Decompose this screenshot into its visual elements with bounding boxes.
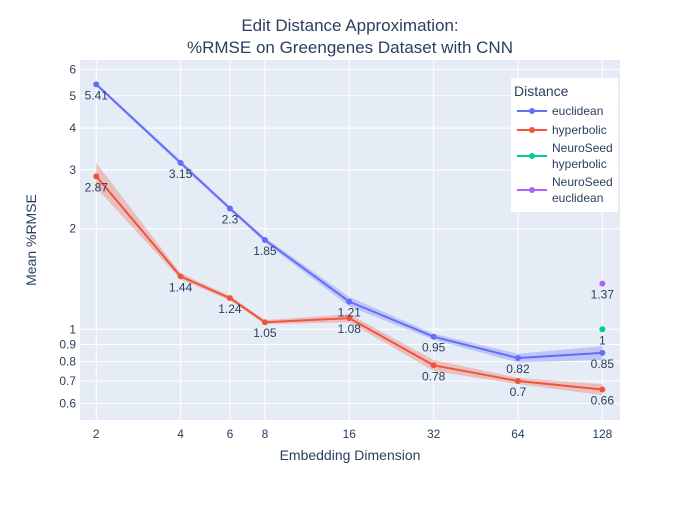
euclidean-data-label: 1.85 bbox=[253, 244, 277, 258]
hyperbolic-data-label: 0.7 bbox=[510, 385, 527, 399]
euclidean-data-label: 3.15 bbox=[169, 167, 193, 181]
legend-label-line1: NeuroSeed bbox=[552, 141, 613, 155]
euclidean-data-label: 2.3 bbox=[222, 212, 239, 226]
legend-swatch-marker bbox=[529, 153, 535, 159]
euclidean-data-label: 0.95 bbox=[422, 341, 446, 355]
euclidean-point bbox=[346, 298, 353, 305]
hyperbolic-data-label: 0.78 bbox=[422, 369, 446, 383]
euclidean-line bbox=[95, 83, 603, 360]
euclidean-point bbox=[177, 159, 184, 166]
x-axis-ticks: 2 4 6 8 16 32 64 128 bbox=[93, 427, 613, 441]
y-axis-label: Mean %RMSE bbox=[23, 194, 39, 286]
hyperbolic-data-label: 0.66 bbox=[591, 394, 615, 408]
hyperbolic-point bbox=[514, 378, 521, 385]
legend-label: euclidean bbox=[552, 104, 603, 118]
y-tick-label: 6 bbox=[69, 62, 76, 76]
y-tick-label: 0.9 bbox=[59, 338, 76, 352]
neuroseed-euclidean-data-label: 1.37 bbox=[591, 288, 615, 302]
hyperbolic-point bbox=[599, 386, 606, 393]
hyperbolic-point bbox=[261, 319, 268, 326]
y-tick-label: 5 bbox=[69, 89, 76, 103]
euclidean-point bbox=[93, 81, 100, 88]
chart-title-line2: %RMSE on Greengenes Dataset with CNN bbox=[187, 38, 513, 57]
euclidean-data-label: 5.41 bbox=[85, 88, 109, 102]
neuroseed-hyperbolic-point bbox=[599, 326, 606, 333]
y-tick-label: 0.6 bbox=[59, 396, 76, 410]
x-tick-label: 128 bbox=[592, 427, 612, 441]
euclidean-point bbox=[430, 333, 437, 340]
hyperbolic-line bbox=[95, 175, 603, 391]
data-labels: 5.41 3.15 2.3 1.85 1.21 0.95 0.82 0.85 2.87 1.44 1… bbox=[85, 88, 615, 407]
legend-swatch-marker bbox=[529, 127, 535, 133]
euclidean-point bbox=[514, 355, 521, 362]
x-tick-label: 64 bbox=[511, 427, 525, 441]
legend-item-hyperbolic[interactable]: hyperbolic bbox=[517, 123, 607, 137]
hyperbolic-point bbox=[177, 273, 184, 280]
hyperbolic-data-label: 1.44 bbox=[169, 280, 193, 294]
y-tick-label: 4 bbox=[69, 121, 76, 135]
x-axis-label: Embedding Dimension bbox=[280, 447, 421, 463]
chart-title-line1: Edit Distance Approximation: bbox=[241, 16, 458, 35]
hyperbolic-point bbox=[430, 362, 437, 369]
legend-item-neuroseed-euclidean[interactable]: NeuroSeed euclidean bbox=[517, 175, 613, 205]
hyperbolic-point bbox=[226, 295, 233, 302]
legend-item-euclidean[interactable]: euclidean bbox=[517, 104, 603, 118]
y-tick-label: 1 bbox=[69, 322, 76, 336]
neuroseed-euclidean-point bbox=[599, 280, 606, 287]
hyperbolic-point bbox=[346, 315, 353, 322]
y-tick-label: 0.7 bbox=[59, 374, 76, 388]
legend-item-neuroseed-hyperbolic[interactable]: NeuroSeed hyperbolic bbox=[517, 141, 613, 171]
y-tick-label: 3 bbox=[69, 163, 76, 177]
hyperbolic-point bbox=[93, 173, 100, 180]
y-tick-label: 0.8 bbox=[59, 355, 76, 369]
euclidean-point bbox=[226, 205, 233, 212]
series-markers bbox=[93, 81, 606, 393]
x-tick-label: 8 bbox=[262, 427, 269, 441]
x-tick-label: 2 bbox=[93, 427, 100, 441]
euclidean-data-label: 0.82 bbox=[506, 362, 530, 376]
euclidean-data-label: 0.85 bbox=[591, 357, 615, 371]
series-lines bbox=[95, 83, 603, 391]
hyperbolic-data-label: 1.08 bbox=[338, 322, 362, 336]
hyperbolic-data-label: 2.87 bbox=[85, 180, 109, 194]
legend: Distance euclidean hyperbolic NeuroSeed … bbox=[511, 78, 618, 212]
legend-label: hyperbolic bbox=[552, 123, 607, 137]
hyperbolic-data-label: 1.05 bbox=[253, 326, 277, 340]
legend-title: Distance bbox=[514, 83, 569, 99]
euclidean-point bbox=[599, 349, 606, 356]
euclidean-data-label: 1.21 bbox=[338, 306, 362, 320]
hyperbolic-data-label: 1.24 bbox=[218, 302, 242, 316]
euclidean-point bbox=[261, 237, 268, 244]
neuroseed-hyperbolic-data-label: 1 bbox=[599, 333, 606, 347]
x-tick-label: 32 bbox=[427, 427, 441, 441]
legend-label-line2: hyperbolic bbox=[552, 157, 607, 171]
x-tick-label: 16 bbox=[343, 427, 357, 441]
x-tick-label: 4 bbox=[177, 427, 184, 441]
legend-label-line1: NeuroSeed bbox=[552, 175, 613, 189]
y-tick-label: 2 bbox=[69, 222, 76, 236]
legend-swatch-marker bbox=[529, 108, 535, 114]
legend-swatch-marker bbox=[529, 187, 535, 193]
x-tick-label: 6 bbox=[227, 427, 234, 441]
y-axis-ticks: 0.6 0.7 0.8 0.9 1 2 3 4 5 6 bbox=[59, 62, 76, 410]
legend-label-line2: euclidean bbox=[552, 191, 603, 205]
